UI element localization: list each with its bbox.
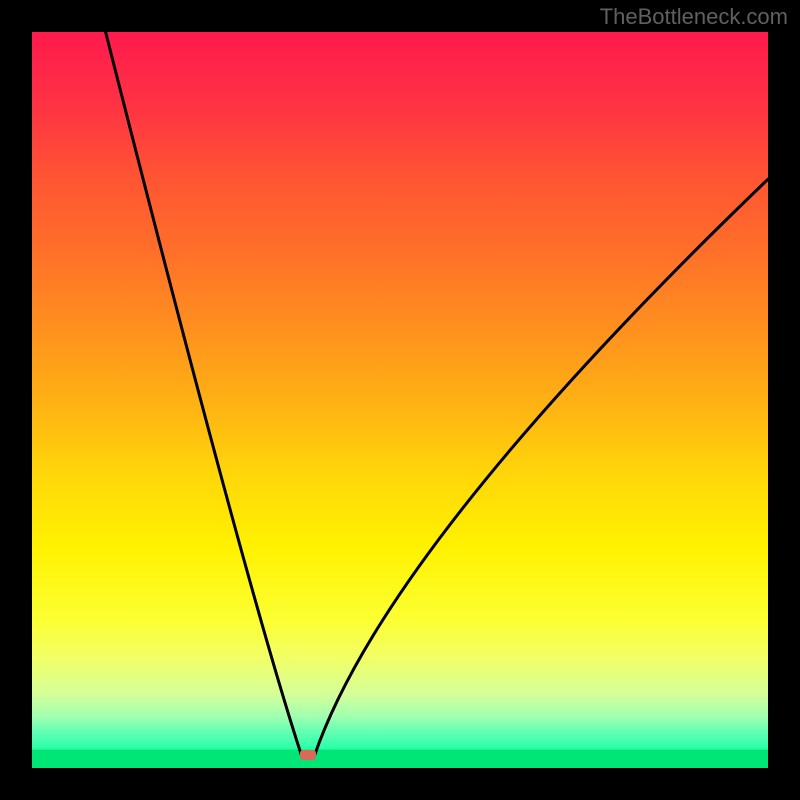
optimum-marker [300, 750, 316, 760]
chart-plot-area [32, 32, 768, 768]
watermark-text: TheBottleneck.com [600, 4, 788, 30]
chart-curve [32, 32, 768, 768]
